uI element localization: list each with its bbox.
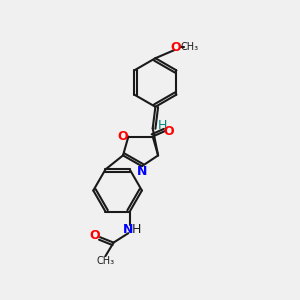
Text: N: N xyxy=(123,223,134,236)
Text: O: O xyxy=(118,130,128,143)
Text: CH₃: CH₃ xyxy=(96,256,115,266)
Text: H: H xyxy=(132,223,141,236)
Text: O: O xyxy=(89,229,100,242)
Text: O: O xyxy=(164,124,174,138)
Text: N: N xyxy=(137,165,147,178)
Text: H: H xyxy=(158,119,167,132)
Text: CH₃: CH₃ xyxy=(180,42,198,52)
Text: O: O xyxy=(170,41,181,54)
